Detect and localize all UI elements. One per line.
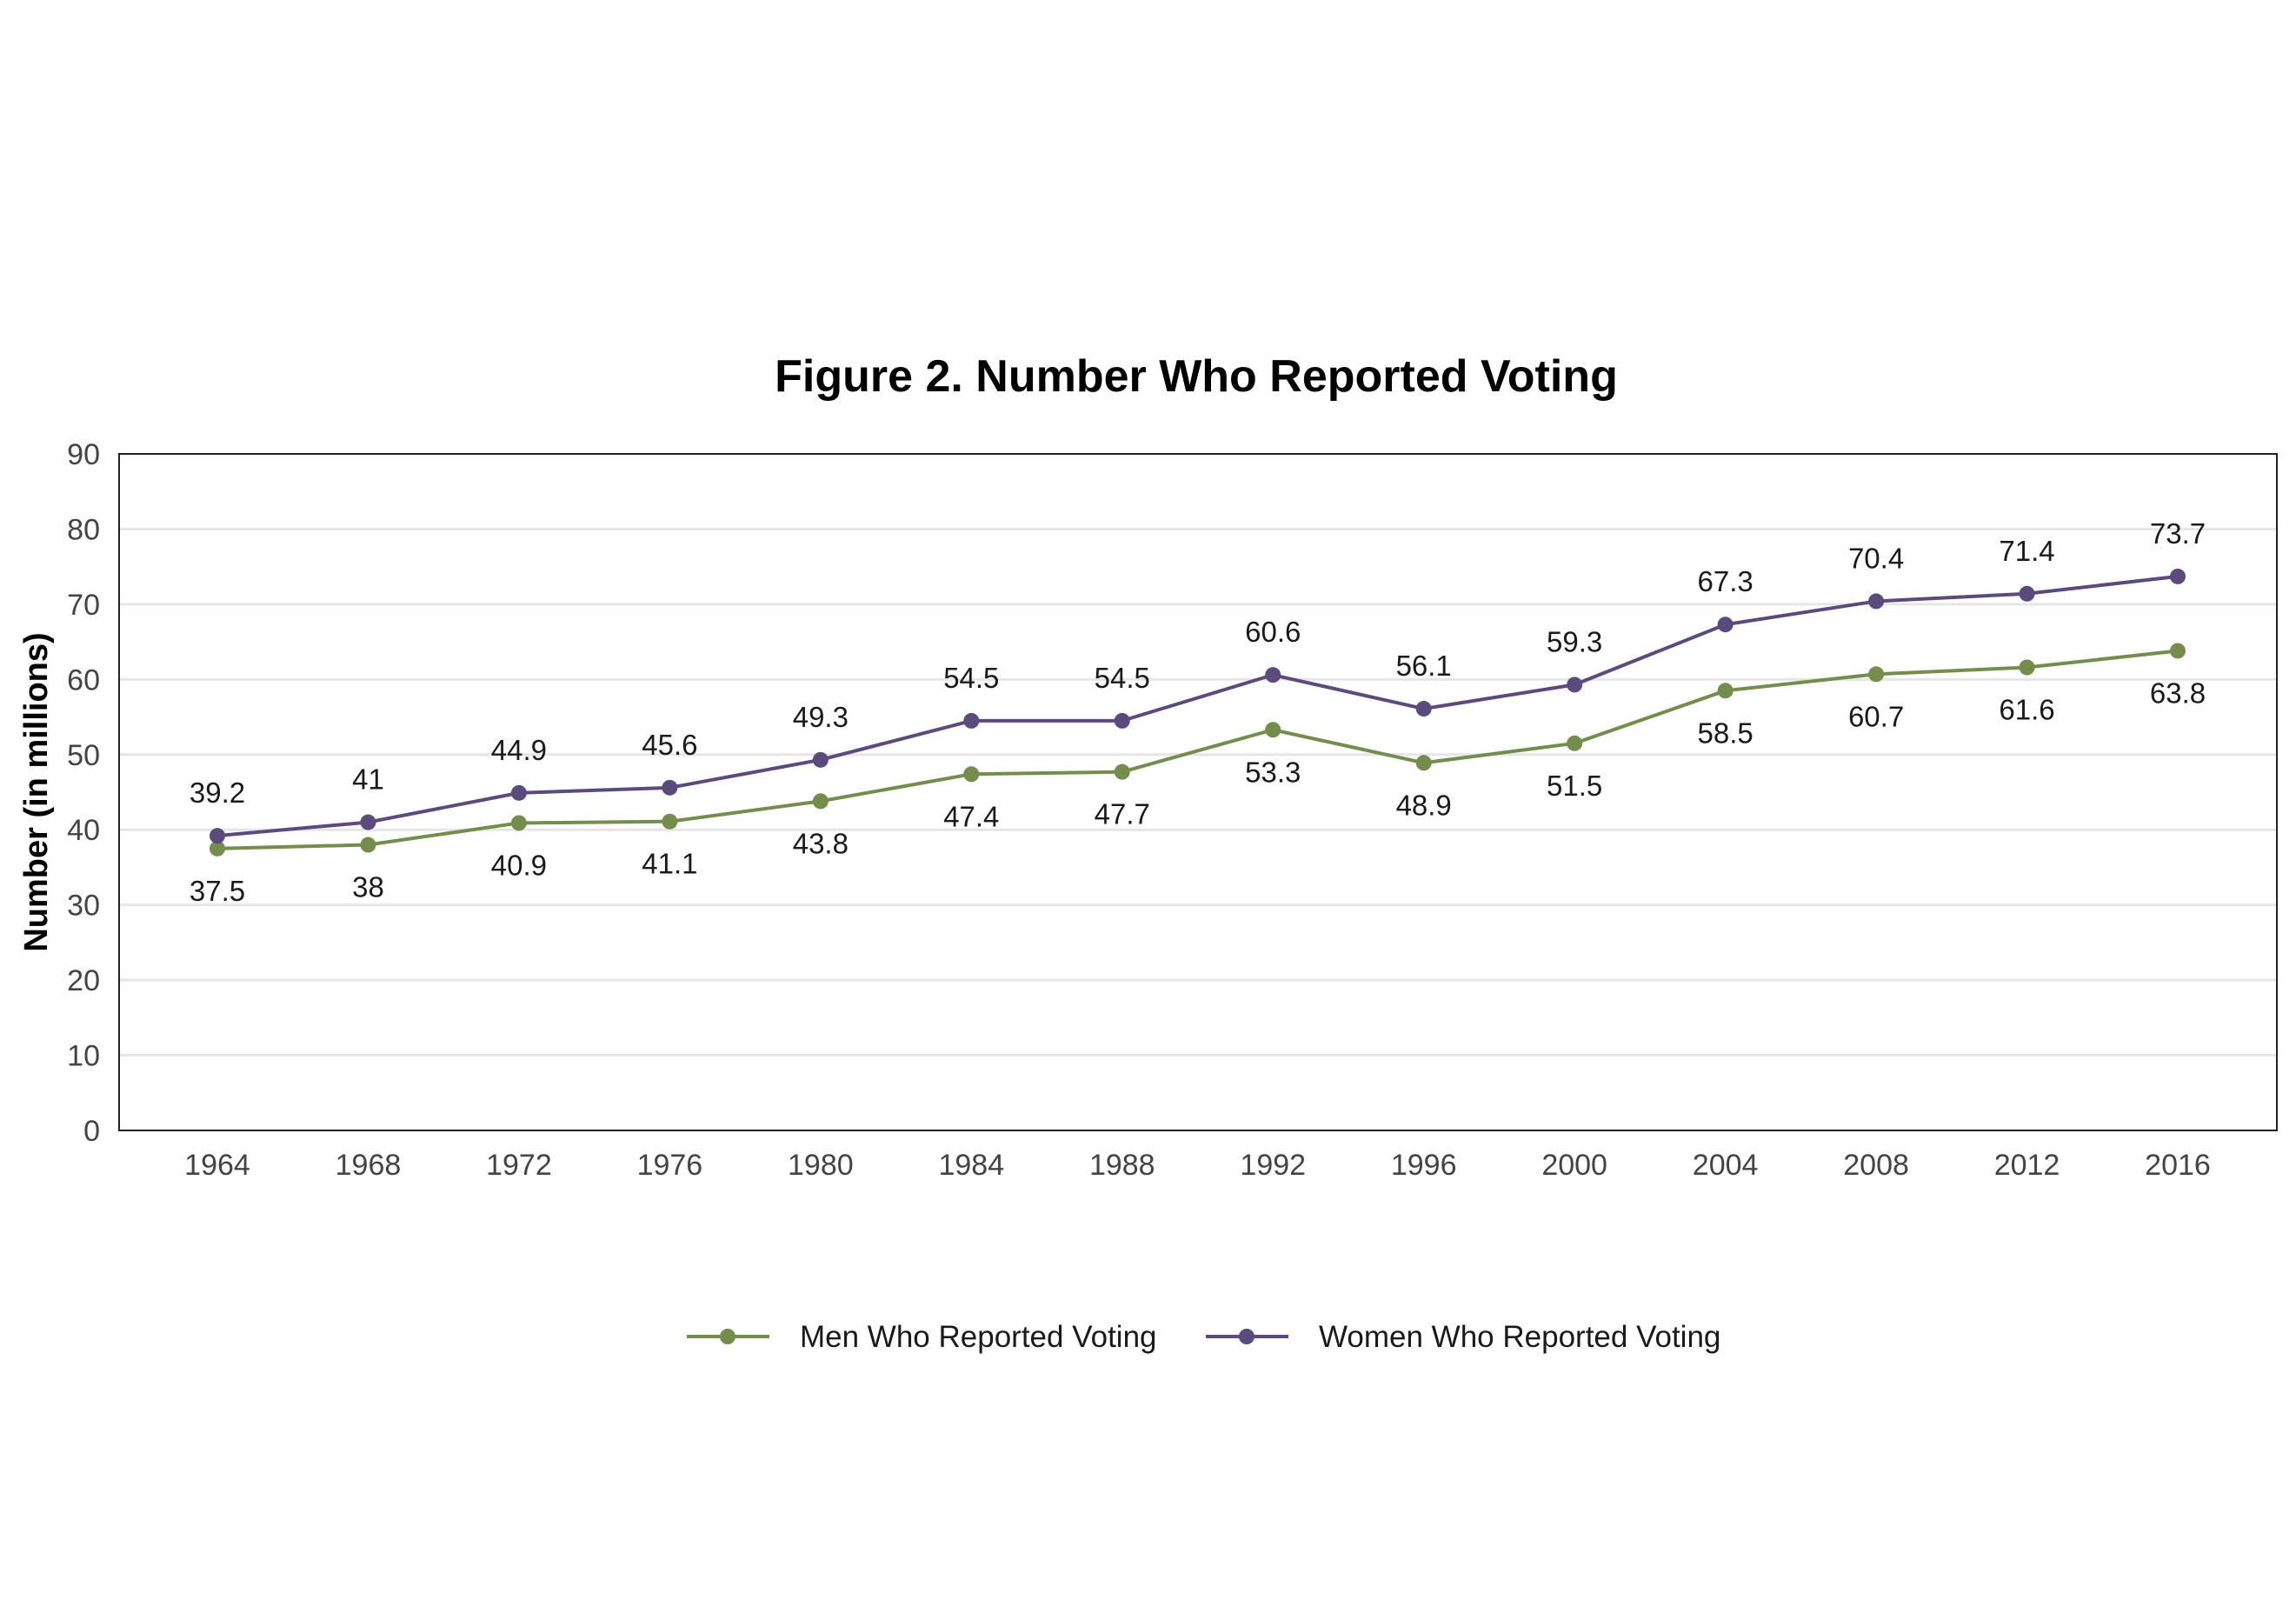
data-point [2019,585,2035,602]
x-tick-label: 1980 [788,1149,854,1182]
data-point [360,837,376,853]
data-point [812,793,829,810]
series-layer: 37.5 38 40.9 41.1 43.8 47.4 47.7 53.3 48.9 51.5 58… [190,517,2206,907]
data-label: 38 [352,871,384,903]
series-1: 39.2 41 44.9 45.6 49.3 54.5 54.5 60.6 56.1 59.3 67… [190,517,2206,844]
data-point [2019,659,2035,676]
data-point [1114,763,1130,780]
data-point [662,779,678,796]
x-tick-label: 1996 [1391,1149,1457,1182]
y-axis-ticks: 0 10 20 30 40 50 60 70 80 90 [67,438,100,1148]
x-tick-label: 1976 [637,1149,703,1182]
data-label: 47.7 [1095,798,1150,830]
y-tick-label: 20 [67,964,100,997]
y-tick-label: 60 [67,663,100,697]
data-label: 60.7 [1848,700,1904,732]
y-tick-label: 90 [67,438,100,471]
series-line [216,574,2179,838]
x-axis-ticks: 1964 1968 1972 1976 1980 1984 1988 1992 1996 2000… [184,1149,2211,1182]
y-tick-label: 80 [67,513,100,546]
y-axis-label: Number (in millions) [18,632,55,951]
data-point [1265,667,1281,683]
x-tick-label: 2004 [1693,1149,1759,1182]
series-line [216,649,2179,850]
data-label: 61.6 [1999,694,2054,726]
data-point [510,784,527,801]
gridlines [119,527,2277,1057]
data-label: 59.3 [1547,625,1602,657]
x-tick-label: 1968 [336,1149,402,1182]
data-label: 73.7 [2150,517,2206,550]
data-label: 48.9 [1396,789,1452,821]
data-label: 67.3 [1697,565,1753,597]
data-label: 39.2 [190,777,245,809]
data-point [360,814,376,830]
data-label: 56.1 [1396,650,1452,682]
y-tick-label: 40 [67,814,100,847]
data-label: 60.6 [1245,616,1301,648]
x-tick-label: 2008 [1843,1149,1909,1182]
data-point [963,712,980,729]
series-0: 37.5 38 40.9 41.1 43.8 47.4 47.7 53.3 48.9 51.5 58… [190,643,2206,907]
x-tick-label: 2012 [1994,1149,2060,1182]
data-point [1567,735,1583,751]
legend-swatch-point [1239,1329,1254,1344]
data-point [662,813,678,830]
x-tick-label: 2016 [2145,1149,2211,1182]
data-point [1868,593,1885,610]
data-label: 58.5 [1697,717,1753,749]
data-point [812,751,829,768]
data-point [1567,677,1583,693]
y-tick-label: 70 [67,589,100,622]
data-label: 63.8 [2150,677,2206,709]
data-label: 37.5 [190,875,245,907]
data-label: 40.9 [491,849,547,881]
data-point [963,766,980,783]
x-tick-label: 1964 [184,1149,250,1182]
data-label: 70.4 [1848,542,1904,574]
plot-area-frame [118,453,2278,1131]
data-point [510,815,527,831]
data-label: 51.5 [1547,770,1602,802]
legend-swatch-point [720,1329,735,1344]
data-label: 54.5 [943,662,999,694]
data-point [1717,617,1734,633]
data-point [1415,701,1432,717]
data-point [210,828,225,844]
data-label: 53.3 [1245,756,1301,788]
data-point [1868,666,1885,683]
data-label: 71.4 [1999,535,2054,567]
x-tick-label: 2000 [1541,1149,1607,1182]
data-label: 41.1 [642,848,697,880]
data-label: 47.4 [943,800,999,832]
y-tick-label: 50 [67,739,100,772]
x-tick-label: 1984 [938,1149,1004,1182]
data-label: 54.5 [1095,662,1150,694]
data-point [2170,568,2186,584]
x-tick-label: 1972 [486,1149,552,1182]
x-tick-label: 1988 [1089,1149,1155,1182]
data-label: 44.9 [491,734,547,766]
data-point [1114,712,1130,729]
data-label: 43.8 [793,827,849,859]
legend-label: Men Who Reported Voting [800,1320,1157,1354]
y-tick-label: 10 [67,1040,100,1073]
data-label: 45.6 [642,729,697,761]
data-point [1265,722,1281,738]
data-point [210,840,225,857]
x-tick-label: 1992 [1240,1149,1306,1182]
data-label: 41 [352,763,384,796]
legend: Men Who Reported Voting Women Who Reporte… [687,1320,1720,1354]
chart-title: Figure 2. Number Who Reported Voting [775,351,1618,402]
data-point [2170,643,2186,659]
y-tick-label: 30 [67,890,100,923]
data-point [1717,683,1734,699]
data-point [1415,755,1432,771]
data-label: 49.3 [793,701,849,733]
y-tick-label: 0 [83,1115,100,1148]
legend-label: Women Who Reported Voting [1319,1320,1720,1354]
